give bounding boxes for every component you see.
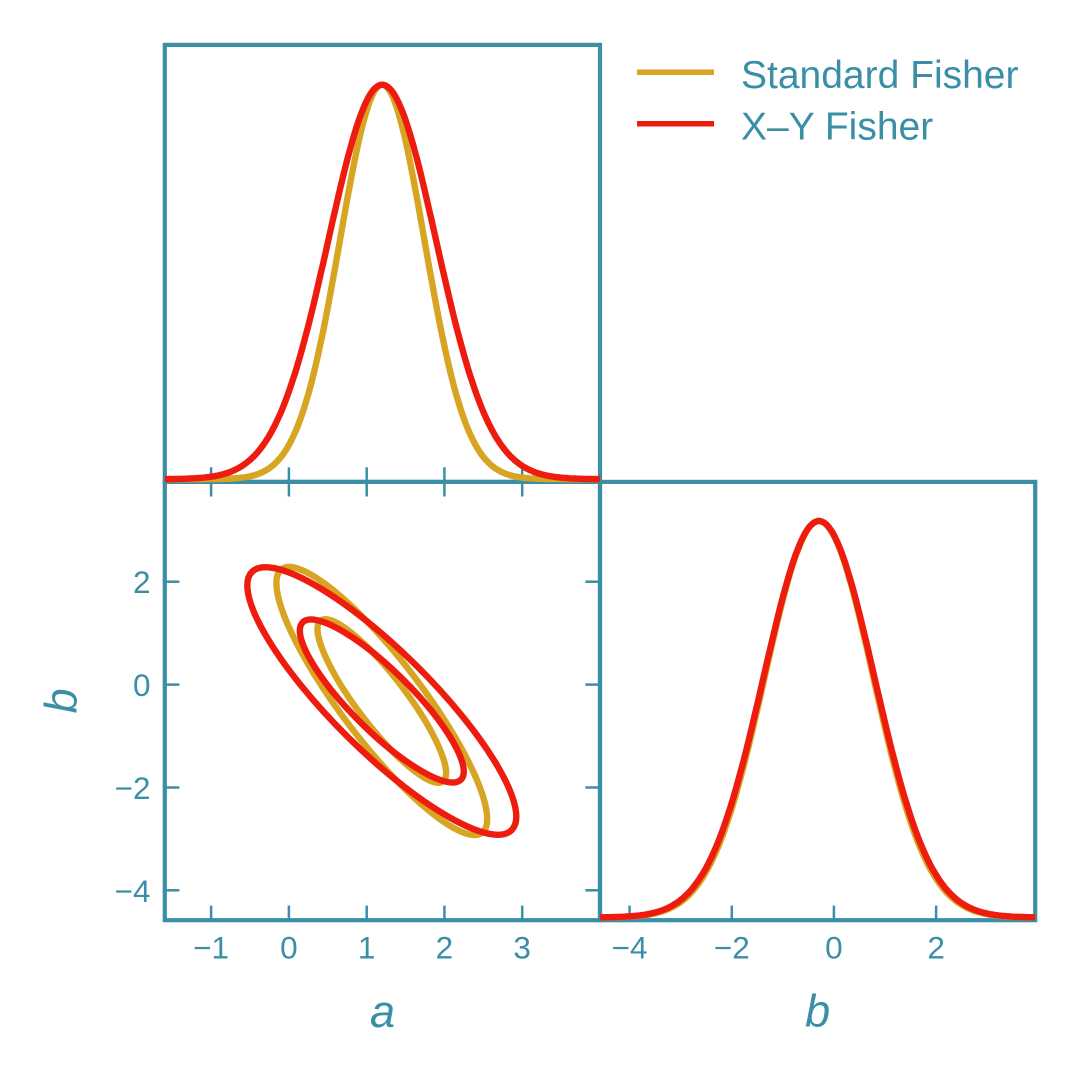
svg-text:−2: −2 [714,930,750,966]
svg-text:b: b [805,985,830,1036]
svg-text:2: 2 [133,564,151,600]
svg-text:−2: −2 [115,770,151,806]
svg-text:1: 1 [358,930,376,966]
svg-text:−1: −1 [193,930,229,966]
svg-text:2: 2 [436,930,454,966]
svg-text:0: 0 [280,930,298,966]
svg-text:−4: −4 [612,930,648,966]
svg-text:2: 2 [927,930,945,966]
svg-text:3: 3 [513,930,531,966]
svg-text:X–Y Fisher: X–Y Fisher [741,105,933,148]
svg-text:0: 0 [825,930,843,966]
svg-text:Standard Fisher: Standard Fisher [741,54,1018,97]
svg-text:a: a [370,986,395,1037]
svg-text:−4: −4 [115,873,151,909]
svg-text:b: b [36,688,87,713]
svg-text:0: 0 [133,667,151,703]
